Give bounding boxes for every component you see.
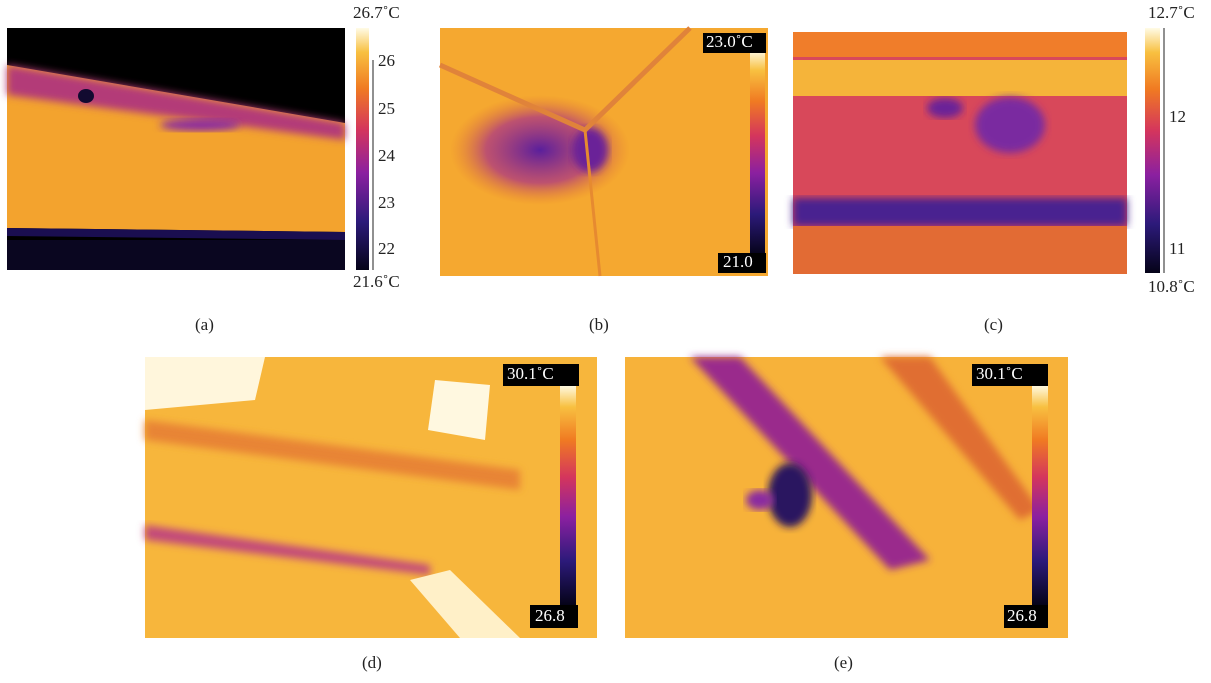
tick-label: 26 [378,51,395,70]
panel-e: 30.1˚C 26.8 (e) [625,357,1068,672]
tick-label: 12 [1169,107,1186,126]
scale-max: 30.1˚C [507,364,554,383]
tick-label: 22 [378,239,395,258]
caption: (d) [362,653,382,672]
panel-c: 12.7˚C 12 11 10.8˚C (c) [793,3,1195,334]
scale-max: 12.7˚C [1148,3,1195,22]
panel-d: 30.1˚C 26.8 (d) [145,357,597,672]
colorbar [356,28,369,270]
panel-a: 26.7˚C 26 25 24 23 22 21.6˚C (a) [7,3,400,334]
caption: (a) [195,315,214,334]
scale-min: 21.0 [723,252,753,271]
page: 26.7˚C 26 25 24 23 22 21.6˚C (a) 23.0˚C … [0,0,1211,678]
caption: (e) [834,653,853,672]
caption: (b) [589,315,609,334]
tick-label: 25 [378,99,395,118]
scale-min: 21.6˚C [353,272,400,291]
scale-min: 26.8 [1007,606,1037,625]
scale-max: 30.1˚C [976,364,1023,383]
scale-max: 26.7˚C [353,3,400,22]
colorbar [750,50,765,255]
figure: 26.7˚C 26 25 24 23 22 21.6˚C (a) 23.0˚C … [0,0,1211,678]
colorbar [1032,385,1048,605]
tick-label: 23 [378,193,395,212]
colorbar [1145,28,1160,273]
scale-min: 26.8 [535,606,565,625]
tick-label: 24 [378,146,396,165]
tick-label: 11 [1169,239,1185,258]
panel-b: 23.0˚C 21.0 (b) [440,28,768,334]
scale-min: 10.8˚C [1148,277,1195,296]
scale-max: 23.0˚C [706,32,753,51]
colorbar [560,385,576,605]
caption: (c) [984,315,1003,334]
